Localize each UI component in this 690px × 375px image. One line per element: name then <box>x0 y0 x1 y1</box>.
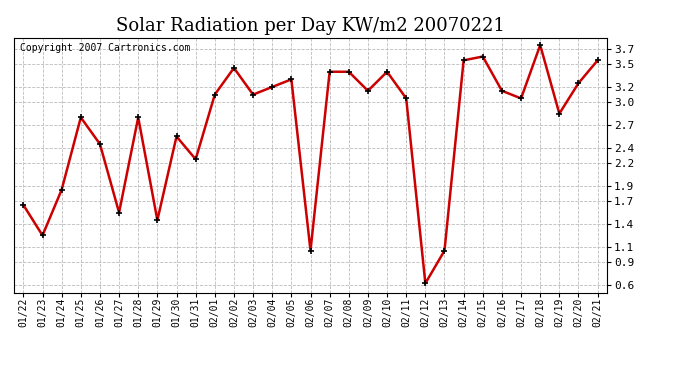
Text: Copyright 2007 Cartronics.com: Copyright 2007 Cartronics.com <box>20 43 190 52</box>
Title: Solar Radiation per Day KW/m2 20070221: Solar Radiation per Day KW/m2 20070221 <box>116 16 505 34</box>
